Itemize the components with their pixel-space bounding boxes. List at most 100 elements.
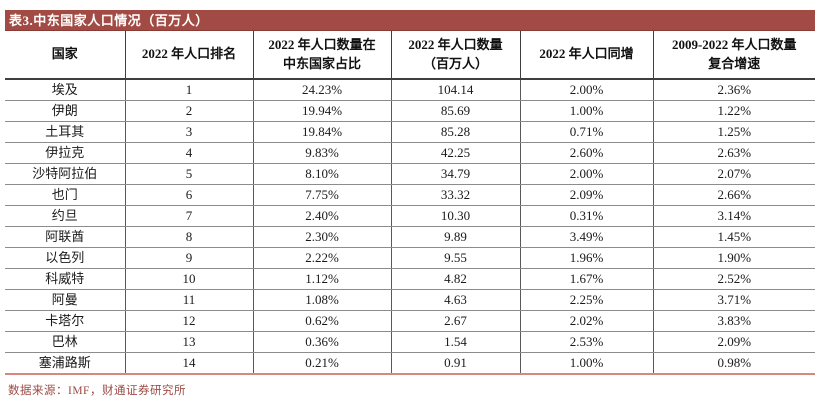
table-cell: 9.83% — [253, 142, 392, 164]
table-cell: 34.79 — [391, 163, 521, 185]
table-cell: 2.52% — [653, 268, 815, 290]
table-cell: 0.98% — [717, 354, 752, 370]
table-cell: 1.00% — [520, 352, 654, 374]
table-cell: 19.84% — [253, 121, 392, 143]
table-cell: 1.12% — [253, 268, 392, 290]
table-cell: 2.53% — [520, 331, 654, 353]
table-cell: 0.71% — [520, 121, 654, 143]
table-cell: 科威特 — [5, 268, 126, 290]
table-cell: 7 — [125, 205, 254, 227]
column-header-share-of-middle-east: 2022 年人口数量在 中东国家占比 — [253, 31, 392, 80]
table-cell: 9 — [125, 247, 254, 269]
table-cell: 2.25% — [520, 289, 654, 311]
table-cell: 伊朗 — [5, 100, 126, 122]
table-cell: 3.14% — [653, 205, 815, 227]
table-cell: 10 — [125, 268, 254, 290]
table-cell: 42.25 — [391, 142, 521, 164]
table-cell: 8.10% — [253, 163, 392, 185]
data-source-note: 数据来源：IMF，财通证券研究所 — [8, 385, 186, 397]
table-row: 伊朗 2 19.94% 85.69 1.00% 1.22% — [5, 100, 815, 122]
table-cell: 85.28 — [391, 121, 521, 143]
table-cell: 巴林 — [5, 331, 126, 353]
table-row: 埃及 1 24.23% 104.14 2.00% 2.36% — [5, 79, 815, 101]
table-cell: 2 — [125, 100, 254, 122]
table-cell: 1.67% — [520, 268, 654, 290]
table-row: 阿曼 11 1.08% 4.63 2.25% 3.71% — [5, 289, 815, 311]
table-cell: 阿联酋 — [5, 226, 126, 248]
table-cell: 3.83% — [653, 310, 815, 332]
table-cell: 2.30% — [253, 226, 392, 248]
table-cell: 2.40% — [253, 205, 392, 227]
table-cell: 19.94% — [253, 100, 392, 122]
table-cell: 9.89 — [391, 226, 521, 248]
column-header-rank-2022: 2022 年人口排名 — [125, 31, 254, 80]
table-cell: 4.63 — [391, 289, 521, 311]
table-cell: 12 — [125, 310, 254, 332]
table-cell: 1.54 — [391, 331, 521, 353]
table-cell: 伊拉克 — [5, 142, 126, 164]
table-cell: 2.36% — [653, 79, 815, 101]
table-cell: 3 — [125, 121, 254, 143]
table-cell: 2.67 — [391, 310, 521, 332]
column-header-cagr-2009-2022: 2009-2022 年人口数量 复合增速 — [653, 31, 815, 80]
table-cell: 8 — [125, 226, 254, 248]
table-row: 阿联酋 8 2.30% 9.89 3.49% 1.45% — [5, 226, 815, 248]
column-header-country: 国家 — [5, 31, 126, 80]
table-title: 表3.中东国家人口情况（百万人） — [9, 13, 209, 28]
table-cell: 7.75% — [253, 184, 392, 206]
table-cell: 104.14 — [391, 79, 521, 101]
population-table: 国家 2022 年人口排名 2022 年人口数量在 中东国家占比 2022 年人… — [5, 31, 815, 375]
table-cell: 1.00% — [520, 100, 654, 122]
table-cell: 2.66% — [653, 184, 815, 206]
table-cell: 1.22% — [653, 100, 815, 122]
column-header-yoy-growth-2022: 2022 年人口同增 — [520, 31, 654, 80]
table-cell: 5 — [125, 163, 254, 185]
table-cell: 2.09% — [520, 184, 654, 206]
table-cell: 以色列 — [5, 247, 126, 269]
table-cell: 卡塔尔 — [5, 310, 126, 332]
table-cell: 13 — [125, 331, 254, 353]
table-cell: 埃及 — [5, 79, 126, 101]
table-cell: 2.00% — [520, 163, 654, 185]
table-cell: 2.63% — [653, 142, 815, 164]
table-cell: 0.91 — [391, 352, 521, 374]
table-cell: 1.90% — [653, 247, 815, 269]
table-cell: 11 — [125, 289, 254, 311]
table-cell: 2.60% — [520, 142, 654, 164]
table-cell: 0.31% — [520, 205, 654, 227]
table-cell: 2.22% — [253, 247, 392, 269]
table-cell: 4 — [125, 142, 254, 164]
table-cell: 2.09% — [653, 331, 815, 353]
table-row: 伊拉克 4 9.83% 42.25 2.60% 2.63% — [5, 142, 815, 164]
table-row: 约旦 7 2.40% 10.30 0.31% 3.14% — [5, 205, 815, 227]
table-cell: 约旦 — [5, 205, 126, 227]
table-cell: 0.62% — [253, 310, 392, 332]
table-cell: 10.30 — [391, 205, 521, 227]
table-cell: 2.07% — [653, 163, 815, 185]
table-cell: 3.49% — [520, 226, 654, 248]
table-row: 也门 6 7.75% 33.32 2.09% 2.66% — [5, 184, 815, 206]
table-cell: 阿曼 — [5, 289, 126, 311]
table-row: 塞浦路斯 14 0.21% 0.91 1.00% 0.98% — [5, 352, 815, 374]
table-cell: 塞浦路斯 — [5, 352, 126, 374]
population-table-figure: 表3.中东国家人口情况（百万人） 国家 2022 年人口排名 2022 年人口数… — [5, 10, 815, 398]
table-cell: 85.69 — [391, 100, 521, 122]
table-row: 以色列 9 2.22% 9.55 1.96% 1.90% — [5, 247, 815, 269]
table-cell: 4.82 — [391, 268, 521, 290]
table-cell: 1.45% — [653, 226, 815, 248]
table-row: 沙特阿拉伯 5 8.10% 34.79 2.00% 2.07% — [5, 163, 815, 185]
table-cell: 9.55 — [391, 247, 521, 269]
table-row: 土耳其 3 19.84% 85.28 0.71% 1.25% — [5, 121, 815, 143]
table-header-row: 国家 2022 年人口排名 2022 年人口数量在 中东国家占比 2022 年人… — [5, 31, 815, 80]
table-cell: 24.23% — [253, 79, 392, 101]
column-header-population-millions: 2022 年人口数量 （百万人） — [391, 31, 521, 80]
table-cell: 6 — [125, 184, 254, 206]
table-row: 卡塔尔 12 0.62% 2.67 2.02% 3.83% — [5, 310, 815, 332]
table-cell: 1.96% — [520, 247, 654, 269]
table-cell: 1 — [125, 79, 254, 101]
table-cell: 沙特阿拉伯 — [5, 163, 126, 185]
table-cell: 0.21% — [253, 352, 392, 374]
table-cell: 2.00% — [520, 79, 654, 101]
table-row: 巴林 13 0.36% 1.54 2.53% 2.09% — [5, 331, 815, 353]
table-cell: 33.32 — [391, 184, 521, 206]
